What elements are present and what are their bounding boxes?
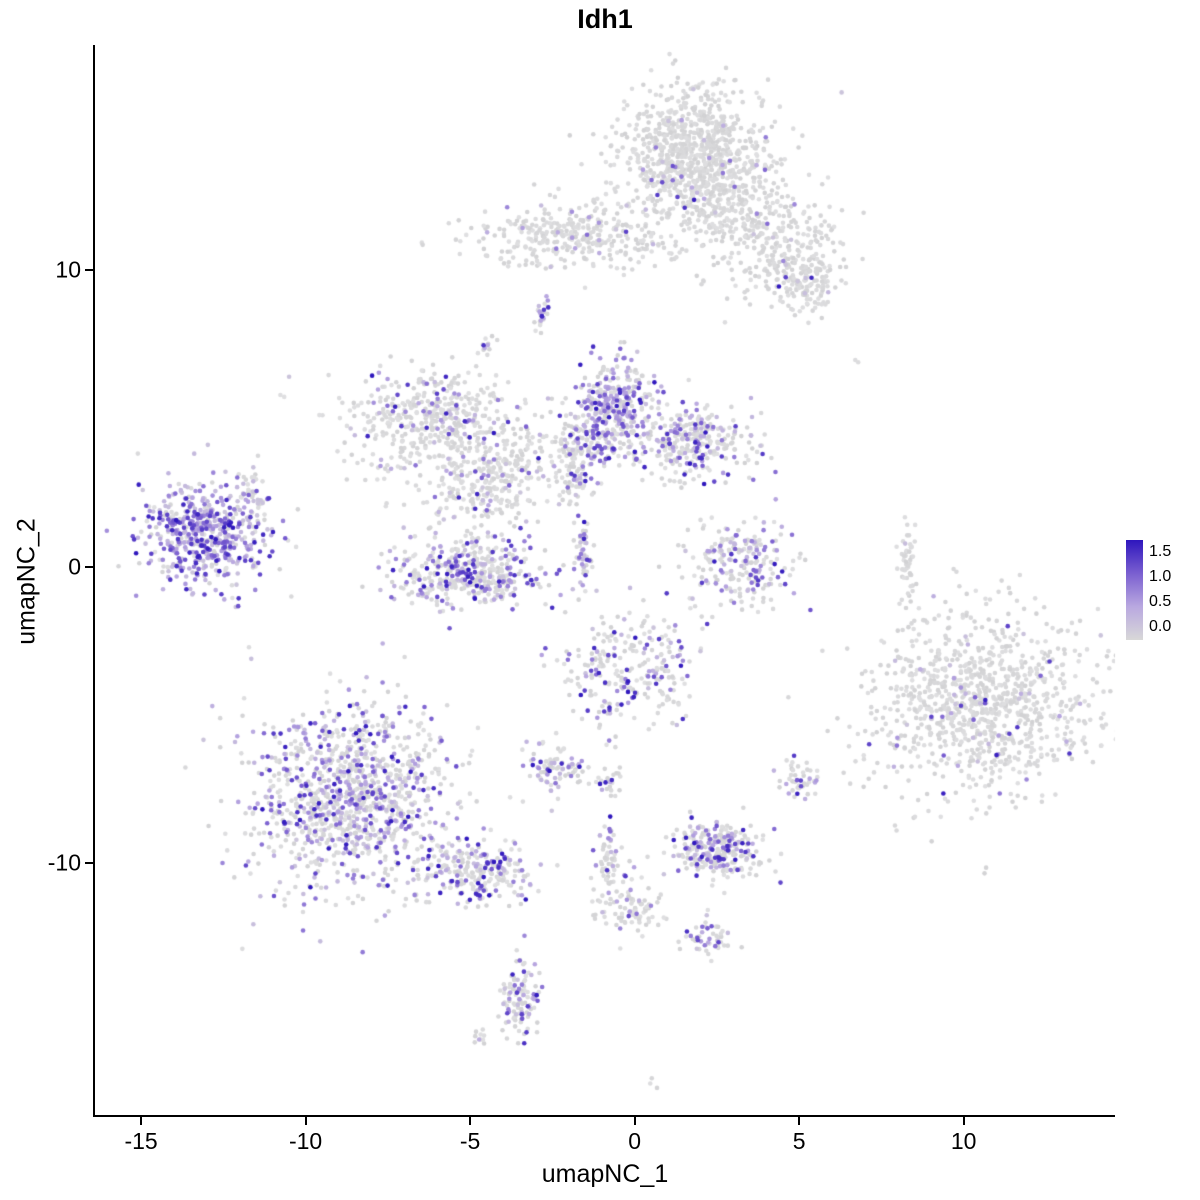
legend-tick-label: 1.5 <box>1149 543 1172 560</box>
x-tick-label: -5 <box>459 1128 481 1154</box>
y-tick-label: -10 <box>47 849 81 876</box>
y-tick-label: 0 <box>68 553 81 580</box>
y-tick-mark <box>85 862 93 865</box>
x-tick-label: 0 <box>628 1128 642 1154</box>
x-tick-mark <box>962 1117 965 1125</box>
x-tick-mark <box>633 1117 636 1125</box>
x-tick-mark <box>469 1117 472 1125</box>
x-axis-line <box>93 1115 1115 1117</box>
y-axis-line <box>93 45 95 1117</box>
colorbar-gradient <box>1126 540 1143 640</box>
x-tick-label: 5 <box>792 1128 806 1154</box>
x-axis-title: umapNC_1 <box>541 1160 669 1188</box>
colorbar-legend: 1.5 1.0 0.5 0.0 <box>1126 540 1200 642</box>
x-tick-mark <box>798 1117 801 1125</box>
y-tick-mark <box>85 269 93 272</box>
x-tick-mark <box>140 1117 143 1125</box>
legend-tick-label: 0.0 <box>1149 618 1172 635</box>
x-tick-label: -15 <box>124 1128 158 1154</box>
y-tick-label: 10 <box>55 256 81 283</box>
x-tick-label: 10 <box>950 1128 977 1154</box>
legend-tick-label: 1.0 <box>1149 568 1172 585</box>
x-tick-label: -10 <box>288 1128 323 1154</box>
y-tick-mark <box>85 565 93 568</box>
legend-tick-label: 0.5 <box>1149 593 1172 610</box>
x-tick-mark <box>304 1117 307 1125</box>
y-axis-title: umapNC_2 <box>12 518 41 645</box>
